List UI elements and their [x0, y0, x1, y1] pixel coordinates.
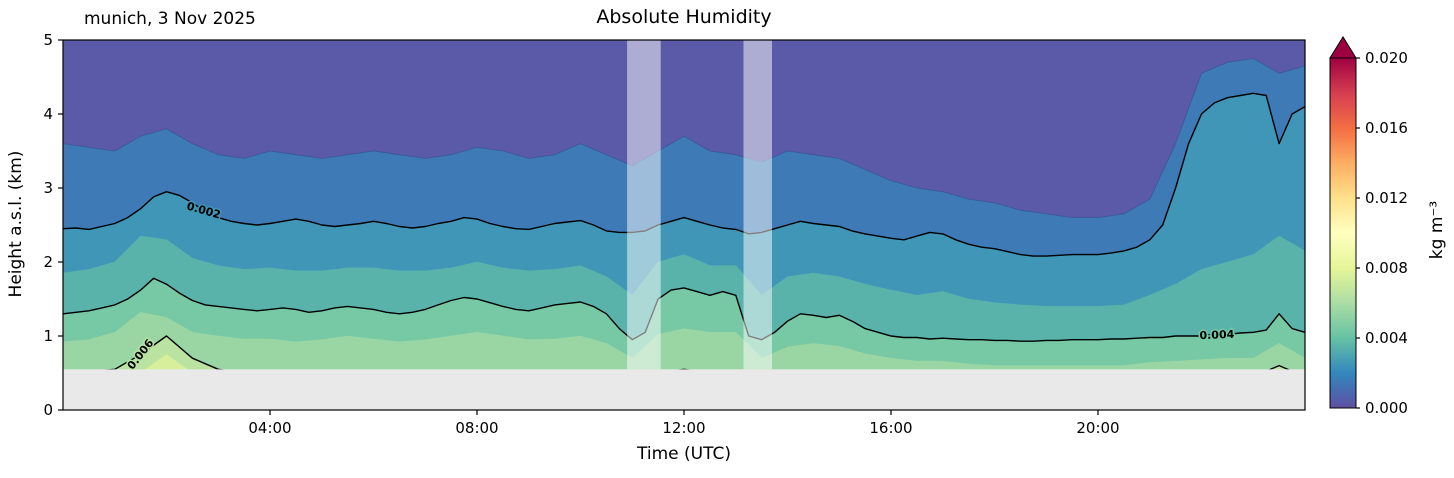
svg-text:0.004: 0.004	[1365, 329, 1408, 347]
svg-text:0.004: 0.004	[1199, 328, 1235, 342]
colorbar-extend-arrow	[1329, 36, 1357, 59]
svg-text:5: 5	[43, 31, 53, 49]
svg-text:12:00: 12:00	[662, 419, 705, 437]
colorbar: 0.000 0.004 0.008 0.012 0.016 0.020	[1329, 36, 1408, 417]
colorbar-ticks: 0.000 0.004 0.008 0.012 0.016 0.020	[1356, 49, 1408, 417]
svg-text:4: 4	[43, 105, 53, 123]
svg-text:16:00: 16:00	[869, 419, 912, 437]
date-annotation: munich, 3 Nov 2025	[84, 9, 256, 29]
svg-text:04:00: 04:00	[248, 419, 291, 437]
svg-text:08:00: 08:00	[455, 419, 498, 437]
x-axis-ticks: 04:00 08:00 12:00 16:00 20:00	[248, 410, 1120, 437]
svg-text:0.008: 0.008	[1365, 259, 1408, 277]
svg-text:0.012: 0.012	[1365, 189, 1408, 207]
colorbar-label: kg m⁻³	[1427, 200, 1447, 260]
svg-text:0: 0	[43, 401, 53, 419]
svg-text:20:00: 20:00	[1076, 419, 1119, 437]
svg-text:2: 2	[43, 253, 53, 271]
svg-text:0.000: 0.000	[1365, 399, 1408, 417]
flag-bands	[627, 40, 772, 370]
svg-text:0.020: 0.020	[1365, 49, 1408, 67]
chart-title: Absolute Humidity	[596, 6, 772, 28]
surface-mask	[63, 369, 1305, 410]
x-axis-label: Time (UTC)	[637, 444, 731, 464]
svg-text:3: 3	[43, 179, 53, 197]
filled-contours	[62, 40, 1306, 411]
y-axis-label: Height a.s.l. (km)	[6, 150, 26, 298]
svg-text:0.016: 0.016	[1365, 119, 1408, 137]
y-axis-ticks: 0 1 2 3 4 5	[43, 31, 63, 419]
svg-text:1: 1	[43, 327, 53, 345]
